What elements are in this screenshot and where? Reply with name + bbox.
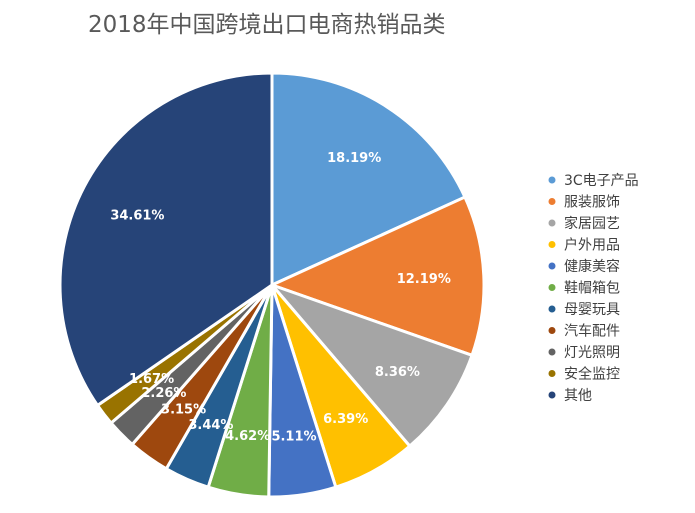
legend-label-11: 其他 bbox=[564, 388, 592, 404]
legend-marker-11 bbox=[548, 391, 556, 399]
pie-slice-11 bbox=[58, 71, 274, 407]
legend-marker-9 bbox=[548, 348, 556, 356]
legend-label-7: 母婴玩具 bbox=[564, 302, 620, 318]
legend-marker-5 bbox=[548, 262, 556, 270]
data-label-4: 6.39% bbox=[323, 412, 368, 427]
legend-label-5: 健康美容 bbox=[564, 258, 620, 275]
data-label-8: 3.15% bbox=[161, 403, 206, 418]
data-label-3: 8.36% bbox=[375, 365, 420, 380]
legend-label-1: 3C电子产品 bbox=[564, 173, 639, 189]
data-label-7: 3.44% bbox=[188, 418, 233, 433]
pie-data-labels: 18.19% 12.19% 8.36% 6.39% 5.11%4.62%3.44%3.1… bbox=[110, 151, 451, 444]
pie-slices bbox=[58, 71, 486, 499]
legend-marker-1 bbox=[548, 176, 556, 184]
legend-marker-8 bbox=[548, 327, 556, 334]
legend-marker-10 bbox=[548, 370, 556, 377]
data-label-10: 1.67% bbox=[129, 372, 174, 387]
legend-label-8: 汽车配件 bbox=[564, 323, 620, 340]
legend-label-4: 户外用品 bbox=[564, 237, 620, 254]
legend-label-10: 安全监控 bbox=[564, 366, 620, 383]
legend-marker-3 bbox=[548, 219, 556, 227]
pie-slice-3 bbox=[270, 283, 474, 448]
pie-slice-1 bbox=[270, 71, 467, 287]
data-label-9: 2.26% bbox=[141, 386, 186, 401]
data-label-2: 12.19% bbox=[397, 272, 451, 287]
legend-label-3: 家居园艺 bbox=[564, 215, 620, 232]
legend-marker-2 bbox=[548, 198, 556, 205]
data-label-11: 34.61% bbox=[110, 208, 164, 223]
legend-label-9: 灯光照明 bbox=[564, 345, 620, 361]
data-label-6: 4.62% bbox=[225, 429, 270, 444]
chart-title: 2018年中国跨境出口电商热销品类 bbox=[88, 12, 446, 38]
legend-marker-6 bbox=[548, 284, 556, 291]
legend-marker-7 bbox=[548, 305, 556, 313]
legend: 3C电子产品服装服饰家居园艺户外用品健康美容鞋帽箱包母婴玩具汽车配件灯光照明安全… bbox=[548, 173, 639, 404]
legend-label-6: 鞋帽箱包 bbox=[564, 281, 620, 297]
legend-label-2: 服装服饰 bbox=[564, 195, 620, 211]
data-label-5: 5.11% bbox=[271, 429, 316, 444]
pie-slice-2 bbox=[270, 195, 486, 357]
data-label-1: 18.19% bbox=[327, 151, 381, 166]
legend-marker-4 bbox=[548, 241, 556, 248]
